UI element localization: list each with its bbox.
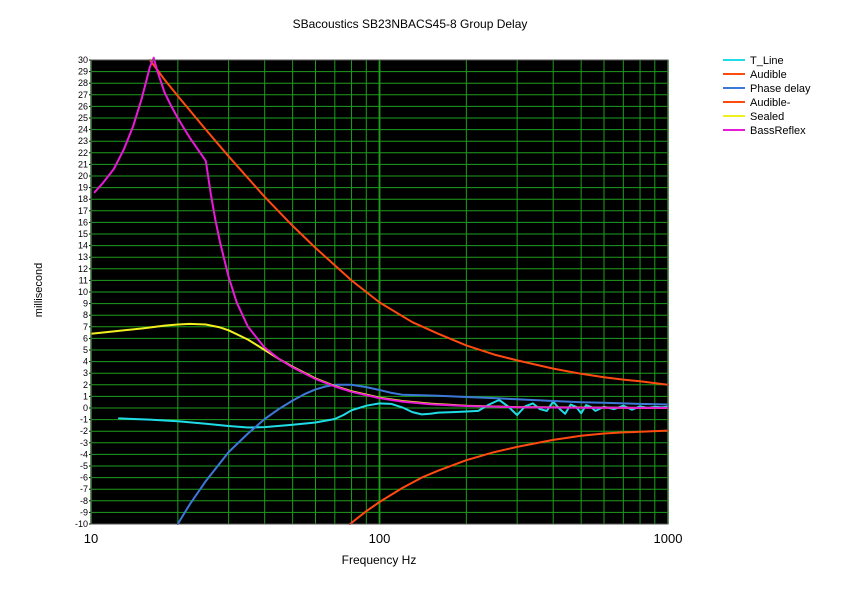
y-tick-label: 3: [83, 368, 88, 378]
series-line-bassreflex: [93, 56, 669, 409]
y-tick-label: -3: [80, 438, 88, 448]
y-tick-label: 1: [83, 391, 88, 401]
y-tick-label: 29: [78, 67, 88, 77]
series-line-phase-delay: [176, 383, 669, 525]
y-tick-label: 10: [78, 287, 88, 297]
legend-label: Audible: [750, 69, 787, 81]
y-tick-label: 8: [83, 310, 88, 320]
y-tick-label: 21: [78, 159, 88, 169]
y-tick-label: 27: [78, 90, 88, 100]
y-tick-label: 16: [78, 217, 88, 227]
x-axis-ticks: 10 100 1000: [84, 531, 683, 546]
x-tick-label: 1000: [654, 531, 683, 546]
y-tick-label: 30: [78, 55, 88, 65]
y-tick-label: 6: [83, 333, 88, 343]
y-tick-label: -6: [80, 473, 88, 483]
y-tick-label: 25: [78, 113, 88, 123]
y-tick-label: 14: [78, 241, 88, 251]
y-tick-label: -1: [80, 415, 88, 425]
series-line-audible-: [349, 429, 669, 525]
y-tick-label: 5: [83, 345, 88, 355]
y-tick-label: 2: [83, 380, 88, 390]
legend-label: Audible-: [750, 97, 791, 109]
y-tick-label: 26: [78, 101, 88, 111]
series-group: [90, 56, 669, 525]
plot-frame: [90, 59, 669, 525]
grid-lines: [90, 59, 669, 525]
y-tick-label: -8: [80, 496, 88, 506]
legend-label: BassReflex: [750, 125, 806, 137]
y-tick-label: -7: [80, 484, 88, 494]
x-tick-label: 10: [84, 531, 98, 546]
y-tick-label: -2: [80, 426, 88, 436]
y-tick-label: 18: [78, 194, 88, 204]
y-tick-label: 20: [78, 171, 88, 181]
y-tick-label: 17: [78, 206, 88, 216]
y-tick-label: 24: [78, 125, 88, 135]
y-tick-label: 9: [83, 299, 88, 309]
y-tick-label: 28: [78, 78, 88, 88]
x-axis-label: Frequency Hz: [342, 553, 417, 567]
y-tick-label: 19: [78, 183, 88, 193]
y-tick-label: 13: [78, 252, 88, 262]
y-tick-label: 7: [83, 322, 88, 332]
y-tick-label: 12: [78, 264, 88, 274]
y-tick-label: 22: [78, 148, 88, 158]
legend: T_Line Audible Phase delay Audible- Sealed Ba…: [723, 55, 811, 137]
x-tick-label: 100: [369, 531, 391, 546]
chart-title: SBacoustics SB23NBACS45-8 Group Delay: [293, 17, 528, 31]
y-tick-label: 15: [78, 229, 88, 239]
y-tick-label: 0: [83, 403, 88, 413]
y-tick-label: 4: [83, 357, 88, 367]
y-tick-label: -5: [80, 461, 88, 471]
legend-label: T_Line: [750, 55, 784, 67]
y-axis-ticks: 3029282726252423222120191817161514131211…: [75, 55, 91, 529]
y-tick-label: -9: [80, 507, 88, 517]
y-tick-label: -4: [80, 449, 88, 459]
y-tick-label: 11: [79, 275, 88, 285]
y-tick-label: -10: [75, 519, 88, 529]
legend-label: Phase delay: [750, 83, 811, 95]
y-axis-label: millisecond: [33, 263, 45, 317]
y-tick-label: 23: [78, 136, 88, 146]
legend-label: Sealed: [750, 111, 784, 123]
series-line-audible: [148, 59, 669, 386]
